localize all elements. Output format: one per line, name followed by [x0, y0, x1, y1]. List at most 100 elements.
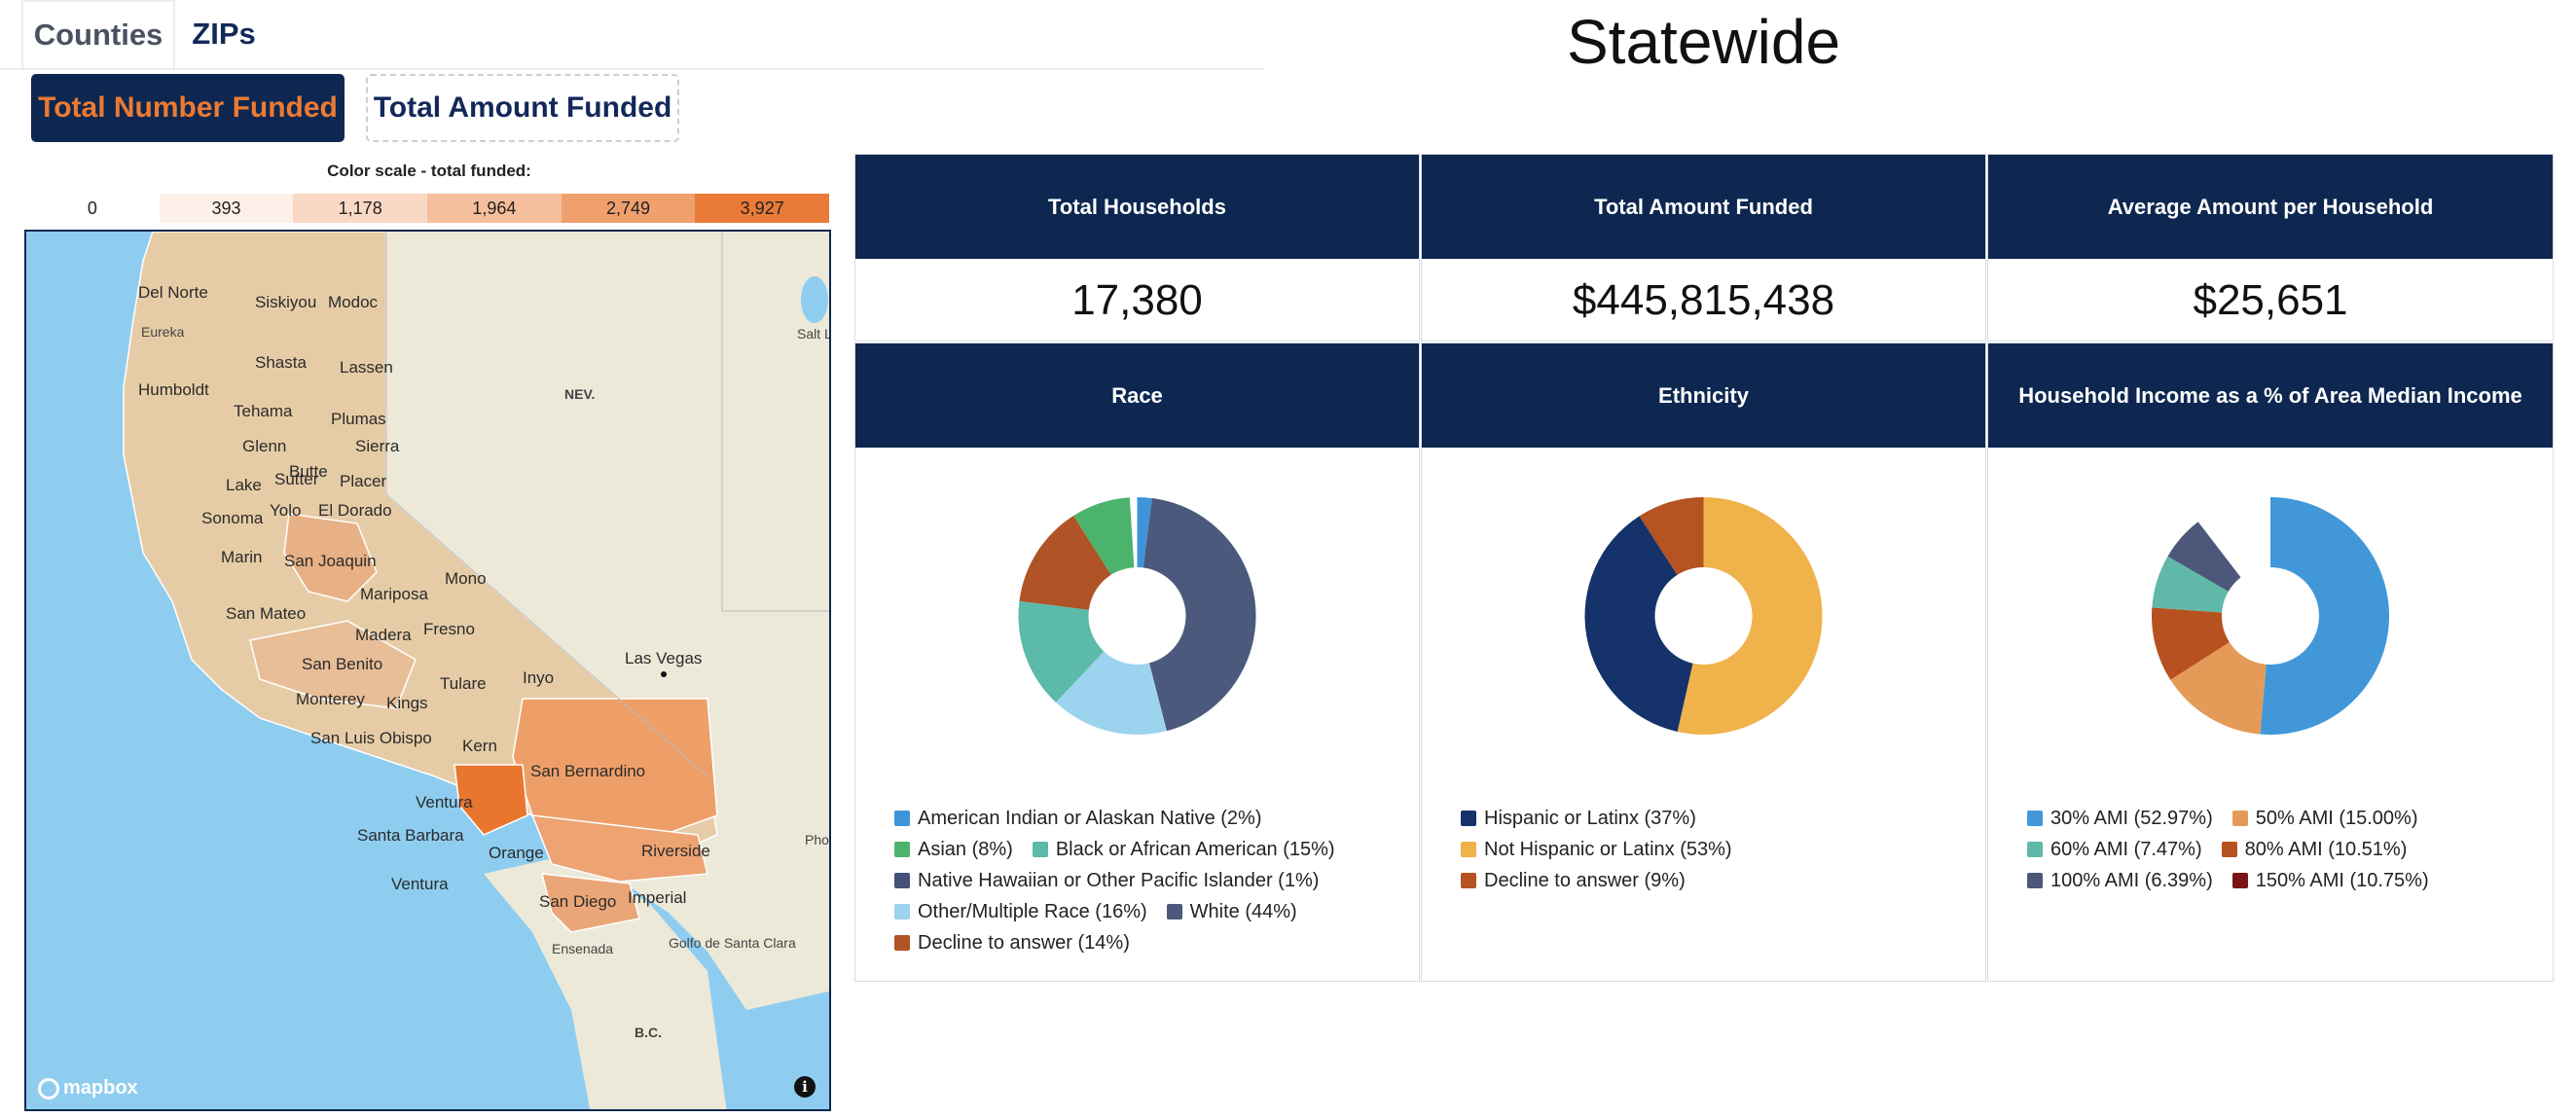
legend-item[interactable]: White (44%)	[1166, 896, 1297, 927]
legend-item[interactable]: Not Hispanic or Latinx (53%)	[1461, 834, 1732, 865]
donut-chart[interactable]	[1422, 448, 1985, 973]
pie-slice[interactable]	[2152, 556, 2229, 613]
legend-item[interactable]: Black or African American (15%)	[1032, 834, 1335, 865]
legend-item[interactable]: 50% AMI (15.00%)	[2231, 803, 2418, 834]
chart-legend: 30% AMI (52.97%) 50% AMI (15.00%) 60% AMI …	[2027, 803, 2533, 896]
pie-slice[interactable]	[1677, 497, 1823, 735]
county-central-valley[interactable]	[283, 513, 378, 602]
legend-item[interactable]: Decline to answer (9%)	[1461, 865, 1686, 896]
income-chart-card: Household Income as a % of Area Median I…	[1987, 343, 2554, 982]
info-icon[interactable]: i	[794, 1076, 816, 1098]
mapbox-label: mapbox	[63, 1077, 138, 1099]
county-fresno[interactable]	[249, 620, 417, 709]
tab-zips[interactable]: ZIPs	[192, 17, 256, 51]
map-label: San Mateo	[226, 604, 306, 623]
map-label: Inyo	[523, 668, 554, 687]
county-riverside[interactable]	[530, 814, 708, 883]
kpi-card-total-amount: Total Amount Funded $445,815,438	[1421, 154, 1986, 342]
pie-slice[interactable]	[1137, 497, 1152, 568]
pie-slice[interactable]	[1019, 515, 1111, 610]
legend-swatch	[1166, 904, 1182, 920]
kpi-label: Total Households	[855, 155, 1419, 259]
map-label: Yolo	[270, 501, 301, 520]
map-label: Lake	[226, 476, 262, 494]
color-scale-stop: 1,178	[293, 194, 428, 223]
map-label: Imperial	[628, 888, 686, 907]
map-label: Butte	[289, 462, 328, 481]
baja-land	[484, 854, 727, 1109]
kpi-value: $445,815,438	[1572, 276, 1835, 324]
legend-item[interactable]: Asian (8%)	[894, 834, 1013, 865]
legend-label: 30% AMI (52.97%)	[2050, 808, 2213, 829]
pie-slice[interactable]	[1584, 516, 1693, 733]
legend-swatch	[2027, 873, 2043, 888]
legend-label: Hispanic or Latinx (37%)	[1484, 808, 1696, 829]
donut-chart[interactable]	[855, 448, 1419, 973]
pie-slice[interactable]	[2167, 522, 2241, 592]
map-label: San Diego	[539, 892, 616, 911]
legend-item[interactable]: 150% AMI (10.75%)	[2231, 865, 2429, 896]
pie-slice[interactable]	[1143, 497, 1256, 732]
legend-swatch	[1461, 842, 1476, 857]
map-label: Golfo de Santa Clara	[669, 935, 796, 951]
legend-label: Black or African American (15%)	[1055, 839, 1335, 860]
total-number-funded-button[interactable]: Total Number Funded	[31, 74, 345, 142]
map-label: Del Norte	[138, 283, 208, 302]
map-label: Madera	[355, 626, 412, 644]
pie-slice[interactable]	[2260, 497, 2389, 735]
mapbox-logo[interactable]: mapbox	[38, 1077, 138, 1100]
pie-slice[interactable]	[1073, 497, 1135, 575]
map-label: Orange	[489, 844, 544, 862]
map-label: Lassen	[340, 358, 393, 377]
page-title: Statewide	[1566, 7, 1841, 77]
pie-slice[interactable]	[1018, 600, 1105, 703]
tab-counties[interactable]: Counties	[21, 0, 175, 68]
map-label: San Joaquin	[284, 552, 377, 570]
pie-slice[interactable]	[2170, 641, 2267, 735]
legend-item[interactable]: Hispanic or Latinx (37%)	[1461, 803, 1696, 834]
map-label: Kern	[462, 737, 497, 755]
kpi-label: Average Amount per Household	[1988, 155, 2553, 259]
legend-swatch	[2231, 811, 2248, 826]
pie-slice[interactable]	[2152, 607, 2230, 680]
legend-swatch	[2221, 842, 2237, 857]
legend-item[interactable]: Other/Multiple Race (16%)	[894, 896, 1147, 927]
chart-title: Race	[855, 343, 1419, 448]
legend-item[interactable]: Native Hawaiian or Other Pacific Islande…	[894, 865, 1319, 896]
legend-label: Decline to answer (14%)	[918, 932, 1130, 954]
kpi-card-average-amount: Average Amount per Household $25,651	[1987, 154, 2554, 342]
pie-slice[interactable]	[1055, 651, 1167, 735]
legend-label: 60% AMI (7.47%)	[2050, 839, 2202, 860]
legend-item[interactable]: Decline to answer (14%)	[894, 927, 1130, 958]
great-salt-lake	[801, 276, 828, 323]
color-scale-title: Color scale - total funded:	[327, 162, 531, 180]
legend-label: 80% AMI (10.51%)	[2244, 839, 2408, 860]
county-los-angeles[interactable]	[454, 764, 528, 836]
map-label: NEV.	[564, 386, 595, 402]
mapbox-icon	[38, 1077, 59, 1100]
donut-chart[interactable]	[1988, 448, 2553, 973]
chart-legend: American Indian or Alaskan Native (2%) As…	[894, 803, 1399, 958]
map-label: Modoc	[328, 293, 379, 311]
legend-item[interactable]: 30% AMI (52.97%)	[2027, 803, 2213, 834]
legend-item[interactable]: American Indian or Alaskan Native (2%)	[894, 803, 1262, 834]
las-vegas-marker	[661, 671, 667, 677]
map-canvas[interactable]: Del Norte Siskiyou Modoc Eureka Shasta L…	[26, 232, 831, 1111]
map-label: El Dorado	[318, 501, 392, 520]
county-san-diego[interactable]	[541, 873, 640, 933]
california-county-map[interactable]: Del Norte Siskiyou Modoc Eureka Shasta L…	[24, 230, 831, 1111]
map-label: Monterey	[296, 690, 365, 708]
legend-label: Native Hawaiian or Other Pacific Islande…	[918, 870, 1320, 891]
kpi-label: Total Amount Funded	[1422, 155, 1985, 259]
legend-label: 100% AMI (6.39%)	[2050, 870, 2213, 891]
race-chart-card: Race American Indian or Alaskan Native (…	[854, 343, 1420, 982]
legend-item[interactable]: 60% AMI (7.47%)	[2027, 834, 2202, 865]
legend-item[interactable]: 100% AMI (6.39%)	[2027, 865, 2213, 896]
legend-label: Decline to answer (9%)	[1484, 870, 1686, 891]
map-label: Plumas	[331, 410, 386, 428]
total-amount-funded-button[interactable]: Total Amount Funded	[366, 74, 679, 142]
legend-item[interactable]: 80% AMI (10.51%)	[2221, 834, 2408, 865]
pie-slice[interactable]	[1639, 497, 1704, 575]
map-label: Siskiyou	[255, 293, 316, 311]
map-label: San Benito	[302, 655, 382, 673]
